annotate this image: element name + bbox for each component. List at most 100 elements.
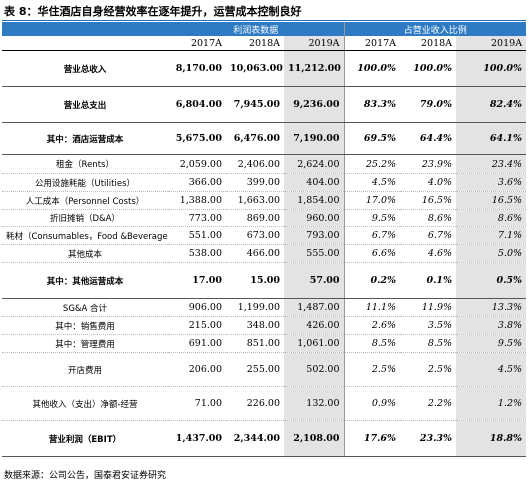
cell-value: 0.5% [456,262,527,299]
cell-value: 16.5% [456,191,527,210]
table-row: SG&A 合计 906.00 1,199.00 1,487.00 11.1% 11.9% 1… [2,298,527,317]
group-header-row: 利润表数据 占营业收入比例 [2,22,527,36]
cell-value: 6.7% [400,226,457,245]
cell-value: 551.00 [168,226,226,245]
cell-value: 851.00 [226,334,284,353]
table-row: 营业利润（EBIT） 1,437.00 2,344.00 2,108.00 17.6% 2… [2,420,527,457]
cell-value: 404.00 [284,173,345,192]
table-row: 折旧摊销（D&A） 773.00 869.00 960.00 9.5% 8.6% 8.6% [2,209,527,227]
group-header: 利润表数据 [168,22,345,36]
cell-value: 206.00 [168,352,226,387]
cell-value: 57.00 [284,262,345,299]
cell-value: 11.1% [343,298,401,317]
cell-value: 1,663.00 [226,191,284,210]
cell-value: 3.8% [456,316,527,335]
cell-value: 2.5% [343,352,401,387]
cell-value: 538.00 [168,244,226,263]
cell-value: 17.6% [343,420,401,457]
cell-value: 100.0% [343,50,401,87]
year-row: 2017A 2018A 2019A 2017A 2018A 2019A [2,36,527,51]
group-header: 占营业收入比例 [343,22,527,36]
cell-value: 25.2% [343,154,401,174]
cell-value: 555.00 [284,244,345,263]
cell-value: 0.1% [400,262,457,299]
cell-value: 348.00 [226,316,284,335]
corner-cell [2,36,168,51]
cell-value: 366.00 [168,173,226,192]
table-row: 耗材（Consumables，Food &Beverage） 551.00 673.… [2,226,527,245]
row-label: 其他收入（支出）净额-经营 [2,386,168,421]
cell-value: 1,854.00 [284,191,345,210]
cell-value: 83.3% [343,86,401,123]
cell-value: 2,108.00 [284,420,345,457]
cell-value: 71.00 [168,386,226,421]
year-header: 2018A [226,36,284,51]
cell-value: 6.6% [343,244,401,263]
cell-value: 2,059.00 [168,154,226,174]
cell-value: 11,212.00 [284,50,345,87]
cell-value: 132.00 [284,386,345,421]
title-rule [2,20,526,21]
cell-value: 8.5% [343,334,401,353]
table-row: 其中：其他运营成本 17.00 15.00 57.00 0.2% 0.1% 0.5% [2,262,527,299]
cell-value: 255.00 [226,352,284,387]
cell-value: 3.6% [456,173,527,192]
row-label: 开店费用 [2,352,168,387]
cell-value: 7,190.00 [284,122,345,155]
row-label: 租金（Rents） [2,154,168,174]
cell-value: 1,061.00 [284,334,345,353]
cell-value: 100.0% [456,50,527,87]
cell-value: 23.4% [456,154,527,174]
cell-value: 399.00 [226,173,284,192]
cell-value: 15.00 [226,262,284,299]
row-label: 营业利润（EBIT） [2,420,168,457]
cell-value: 2.5% [400,352,457,387]
cell-value: 8.6% [456,209,527,227]
table-row: 开店费用 206.00 255.00 502.00 2.5% 2.5% 4.5% [2,352,527,387]
cell-value: 6,476.00 [226,122,284,155]
cell-value: 17.00 [168,262,226,299]
cell-value: 2.2% [400,386,457,421]
row-label: 营业总收入 [2,50,168,87]
cell-value: 226.00 [226,386,284,421]
cell-value: 82.4% [456,86,527,123]
cell-value: 11.9% [400,298,457,317]
row-label: 耗材（Consumables，Food &Beverage） [2,226,168,245]
row-label: 公用设施耗能（Utilities） [2,173,168,192]
table-row: 其中：管理费用 691.00 851.00 1,061.00 8.5% 8.5% 9.5% [2,334,527,353]
cell-value: 4.5% [343,173,401,192]
cell-value: 4.5% [456,352,527,387]
table-row: 公用设施耗能（Utilities） 366.00 399.00 404.00 4.5% 4… [2,173,527,192]
row-label: 其中：其他运营成本 [2,262,168,299]
cell-value: 23.3% [400,420,457,457]
cell-value: 4.0% [400,173,457,192]
year-header: 2019A [284,36,345,51]
cell-value: 6.7% [343,226,401,245]
data-table: 利润表数据 占营业收入比例 2017A 2018A 2019A 2017A 2018A 201… [2,22,527,457]
year-header: 2018A [400,36,457,51]
row-label: 其中：管理费用 [2,334,168,353]
cell-value: 773.00 [168,209,226,227]
cell-value: 215.00 [168,316,226,335]
cell-value: 7.1% [456,226,527,245]
cell-value: 8.6% [400,209,457,227]
cell-value: 5.0% [456,244,527,263]
cell-value: 23.9% [400,154,457,174]
cell-value: 1,199.00 [226,298,284,317]
cell-value: 0.2% [343,262,401,299]
cell-value: 9,236.00 [284,86,345,123]
cell-value: 5,675.00 [168,122,226,155]
cell-value: 8,170.00 [168,50,226,87]
cell-value: 9.5% [343,209,401,227]
table-row: 其中：销售费用 215.00 348.00 426.00 2.6% 3.5% 3.8% [2,316,527,335]
cell-value: 793.00 [284,226,345,245]
cell-value: 13.3% [456,298,527,317]
cell-value: 1.2% [456,386,527,421]
cell-value: 2,344.00 [226,420,284,457]
cell-value: 69.5% [343,122,401,155]
corner-cell [2,22,168,36]
cell-value: 869.00 [226,209,284,227]
cell-value: 1,487.00 [284,298,345,317]
table-row: 其他成本 538.00 466.00 555.00 6.6% 4.6% 5.0% [2,244,527,263]
